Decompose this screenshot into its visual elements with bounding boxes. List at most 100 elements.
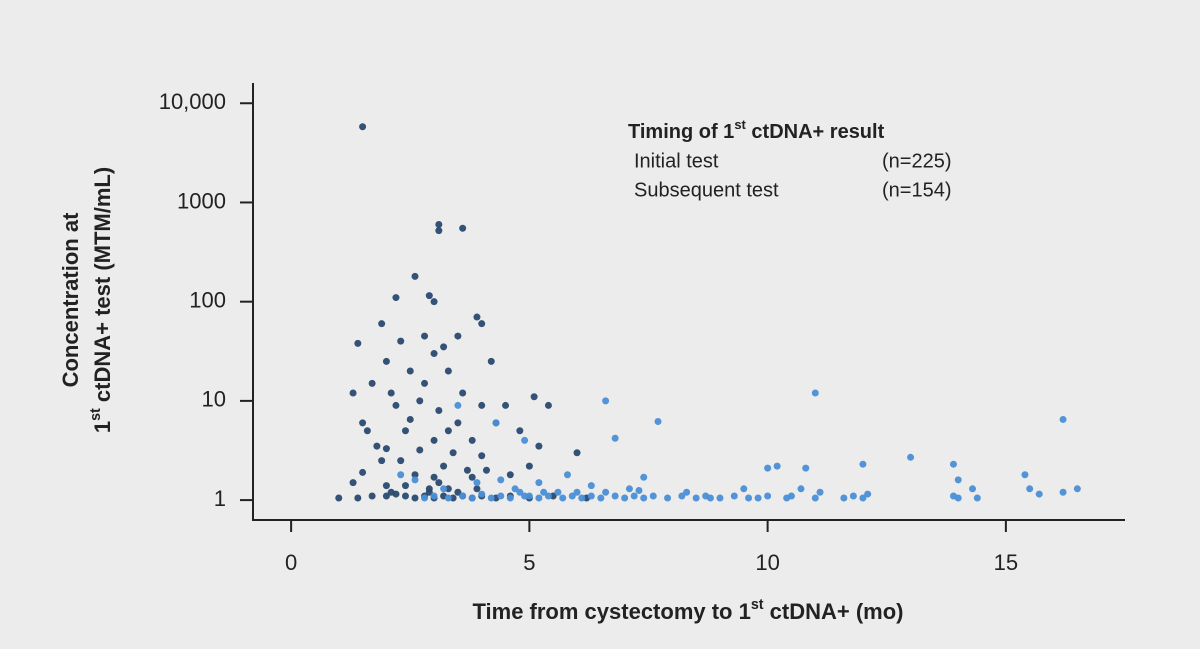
y-tick-label: 10,000 xyxy=(159,89,226,114)
data-point xyxy=(478,452,486,460)
text-part: Time from cystectomy to 1 xyxy=(472,599,750,624)
data-point xyxy=(544,401,552,409)
data-point xyxy=(382,357,390,365)
data-point xyxy=(764,464,772,472)
data-point xyxy=(468,494,476,502)
text-part: Timing of 1 xyxy=(628,121,734,143)
data-point xyxy=(573,449,581,457)
data-point xyxy=(411,272,419,280)
data-point xyxy=(359,468,367,476)
data-point xyxy=(463,466,471,474)
data-point xyxy=(430,473,438,481)
data-point xyxy=(368,492,376,500)
x-tick-label: 0 xyxy=(285,550,297,575)
data-point xyxy=(468,436,476,444)
data-point xyxy=(797,485,805,493)
data-point xyxy=(411,471,419,479)
data-point xyxy=(859,460,867,468)
data-point xyxy=(502,401,510,409)
data-point xyxy=(630,492,638,500)
data-point xyxy=(435,220,443,228)
data-point xyxy=(435,479,443,487)
data-point xyxy=(816,488,824,496)
data-point xyxy=(478,320,486,328)
data-point xyxy=(578,494,586,502)
data-point xyxy=(740,485,748,493)
data-point xyxy=(530,393,538,401)
data-point xyxy=(907,453,915,461)
data-point xyxy=(1073,485,1081,493)
data-point xyxy=(969,485,977,493)
data-point xyxy=(354,494,362,502)
data-point xyxy=(525,492,533,500)
x-tick-label: 10 xyxy=(755,550,779,575)
data-point xyxy=(849,492,857,500)
data-point xyxy=(954,476,962,484)
data-point xyxy=(730,492,738,500)
data-point xyxy=(382,492,390,500)
legend-count: (n=225) xyxy=(882,150,952,172)
data-point xyxy=(411,476,419,484)
data-point xyxy=(425,488,433,496)
data-point xyxy=(444,427,452,435)
data-point xyxy=(563,471,571,479)
data-point xyxy=(378,457,386,465)
data-point xyxy=(625,485,633,493)
data-point xyxy=(487,494,495,502)
legend-entry: Initial test xyxy=(634,150,719,172)
data-point xyxy=(440,343,448,351)
data-point xyxy=(954,494,962,502)
data-point xyxy=(764,492,772,500)
data-point xyxy=(359,123,367,131)
data-point xyxy=(683,488,691,496)
data-point xyxy=(473,479,481,487)
x-tick-label: 15 xyxy=(994,550,1018,575)
data-point xyxy=(745,494,753,502)
data-point xyxy=(444,367,452,375)
data-point xyxy=(454,401,462,409)
data-point xyxy=(497,492,505,500)
data-point xyxy=(521,436,529,444)
data-point xyxy=(382,482,390,490)
data-point xyxy=(1035,490,1043,498)
y-tick-label: 1000 xyxy=(177,188,226,213)
data-point xyxy=(382,445,390,453)
data-point xyxy=(411,494,419,502)
data-point xyxy=(492,419,500,427)
data-point xyxy=(640,494,648,502)
data-point xyxy=(602,397,610,405)
y-tick-label: 100 xyxy=(189,287,226,312)
data-point xyxy=(378,320,386,328)
data-point xyxy=(430,436,438,444)
text-part: ctDNA+ test (MTM/mL) xyxy=(90,167,115,408)
data-point xyxy=(535,442,543,450)
y-tick-label: 1 xyxy=(214,486,226,511)
data-point xyxy=(482,466,490,474)
data-point xyxy=(587,482,595,490)
data-point xyxy=(706,494,714,502)
data-point xyxy=(440,462,448,470)
data-point xyxy=(859,494,867,502)
data-point xyxy=(449,449,457,457)
data-point xyxy=(1026,485,1034,493)
data-point xyxy=(621,494,629,502)
text-part: Concentration at xyxy=(58,212,83,387)
data-point xyxy=(368,379,376,387)
data-point xyxy=(540,488,548,496)
data-point xyxy=(664,494,672,502)
data-point xyxy=(516,427,524,435)
data-point xyxy=(973,494,981,502)
data-point xyxy=(1059,488,1067,496)
data-point xyxy=(468,473,476,481)
data-point xyxy=(354,339,362,347)
data-point xyxy=(401,427,409,435)
data-point xyxy=(349,479,357,487)
data-point xyxy=(387,389,395,397)
data-point xyxy=(392,401,400,409)
data-point xyxy=(635,486,643,494)
data-point xyxy=(435,227,443,235)
data-point xyxy=(559,494,567,502)
data-point xyxy=(1021,471,1029,479)
text-part: ctDNA+ (mo) xyxy=(764,599,904,624)
data-point xyxy=(454,419,462,427)
